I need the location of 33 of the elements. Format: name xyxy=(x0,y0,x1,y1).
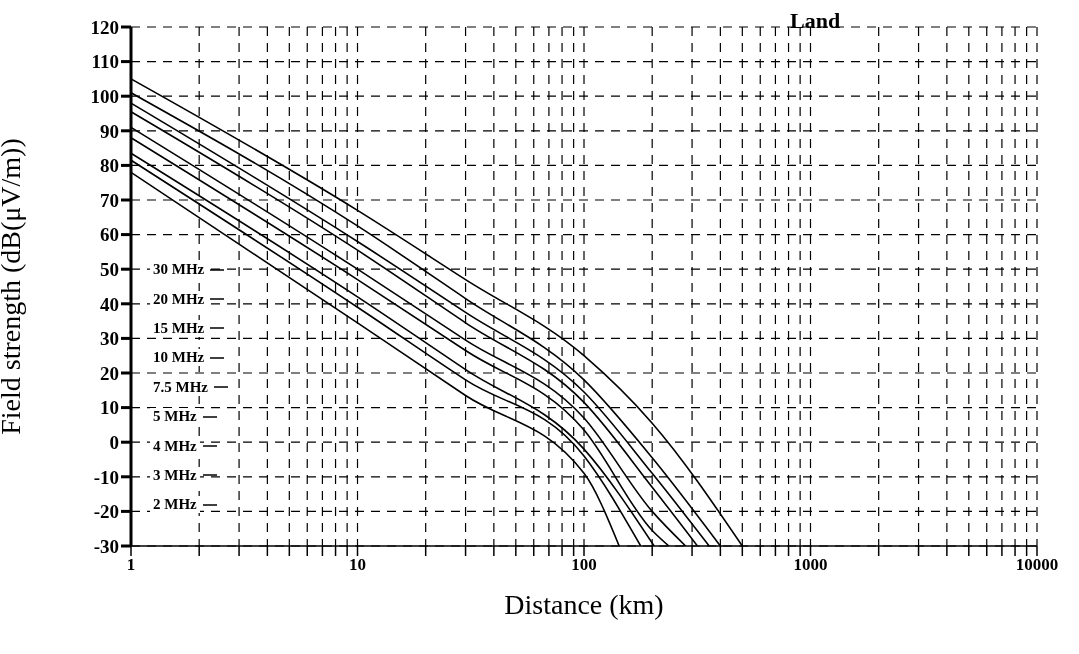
x-tick-label: 100 xyxy=(571,555,597,575)
y-tick-label: 60 xyxy=(100,224,119,246)
legend-label: 4 MHz xyxy=(150,437,200,455)
y-tick-label: -20 xyxy=(93,501,119,523)
y-tick-label: 0 xyxy=(109,431,119,453)
legend-label: 20 MHz xyxy=(150,290,208,308)
legend-label: 3 MHz xyxy=(150,466,200,484)
legend-label: 30 MHz xyxy=(150,261,208,279)
y-tick-label: 90 xyxy=(100,120,119,142)
y-tick-label: 40 xyxy=(100,293,119,315)
x-axis-title: Distance (km) xyxy=(504,589,664,620)
y-tick-label: 20 xyxy=(100,362,119,384)
legend-label: 15 MHz xyxy=(150,319,208,337)
x-tick-label: 1000 xyxy=(793,555,828,575)
y-tick-label: 120 xyxy=(90,16,119,38)
y-tick-label: 80 xyxy=(100,155,119,177)
legend-label: 5 MHz xyxy=(150,408,200,426)
legend-label: 10 MHz xyxy=(150,349,208,367)
y-tick-label: 100 xyxy=(90,85,119,107)
y-tick-label: 30 xyxy=(100,328,119,350)
y-tick-label: 70 xyxy=(100,189,119,211)
y-tick-label: 50 xyxy=(100,258,119,280)
annotation: Land xyxy=(790,8,841,34)
y-axis-title: Field strength (dB(μV/m)) xyxy=(0,138,26,435)
y-tick-label: 110 xyxy=(91,51,119,73)
x-tick-label: 10000 xyxy=(1015,555,1059,575)
legend-label: 7.5 MHz xyxy=(150,378,211,396)
x-tick-label: 10 xyxy=(349,555,366,575)
y-tick-label: -10 xyxy=(93,466,119,488)
y-tick-label: -30 xyxy=(93,535,119,557)
y-tick-label: 10 xyxy=(100,397,119,419)
x-tick-label: 1 xyxy=(126,555,136,575)
legend-label: 2 MHz xyxy=(150,496,200,514)
